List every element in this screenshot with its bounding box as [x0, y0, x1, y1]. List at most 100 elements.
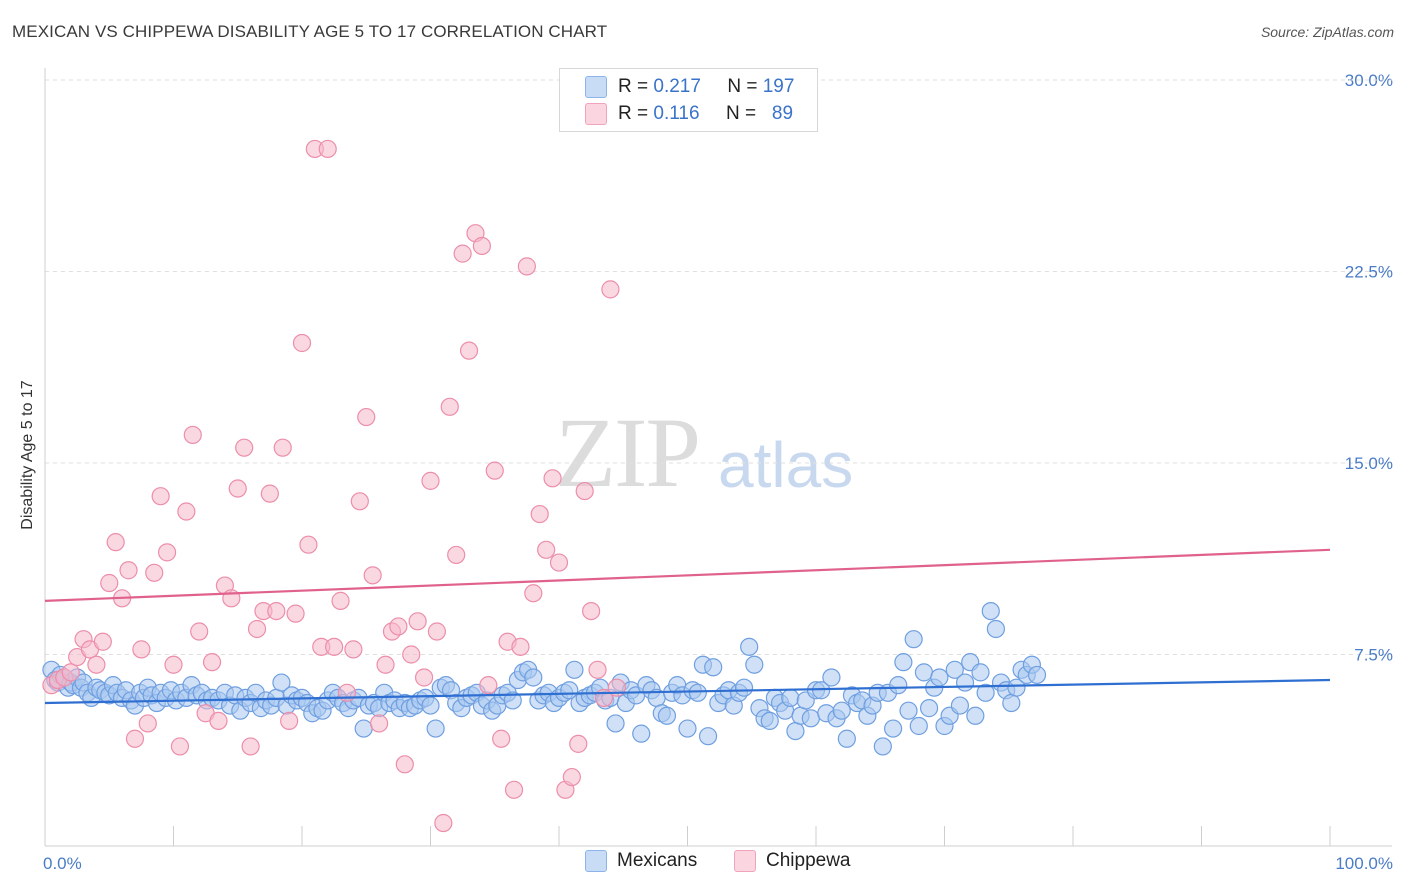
chart-title: MEXICAN VS CHIPPEWA DISABILITY AGE 5 TO … — [12, 22, 608, 41]
x-tick-label: 100.0% — [1335, 854, 1393, 873]
chippewa-point — [363, 566, 382, 585]
chippewa-point — [414, 668, 434, 687]
mexicans-point — [801, 709, 820, 728]
chippewa-point — [395, 755, 414, 774]
legend-swatch-chippewa — [585, 103, 607, 125]
legend-item-mexicans[interactable]: Mexicans — [585, 850, 697, 872]
legend-r-value: 0.217 — [653, 76, 701, 97]
chippewa-point — [125, 729, 145, 748]
chippewa-point — [492, 729, 511, 748]
mexicans-point — [632, 724, 651, 743]
chippewa-point — [273, 438, 292, 457]
chippewa-point — [537, 540, 556, 559]
y-tick-label: 7.5% — [1354, 646, 1393, 665]
chippewa-point — [202, 653, 222, 672]
chippewa-point — [267, 601, 286, 621]
y-tick-label: 22.5% — [1345, 263, 1393, 282]
mexicans-point — [503, 691, 522, 710]
chippewa-point — [511, 637, 530, 656]
chippewa-point — [421, 471, 440, 490]
chippewa-point — [190, 622, 209, 641]
mexicans-point — [889, 676, 908, 695]
mexicans-point — [786, 721, 805, 741]
legend-n-value: 197 — [762, 76, 795, 97]
mexicans-point — [955, 673, 975, 692]
chippewa-point — [504, 780, 524, 799]
mexicans-point — [966, 706, 985, 725]
chippewa-point — [472, 236, 491, 256]
legend-box: R = 0.217 N = 197 R = 0.116 N = 89 — [559, 68, 818, 132]
chippewa-point — [582, 601, 601, 621]
mexicans-point — [914, 663, 934, 682]
mexicans-point — [822, 668, 841, 687]
chippewa-point — [138, 714, 157, 733]
mexicans-point — [426, 719, 445, 738]
chippewa-point — [132, 640, 151, 659]
chippewa-point — [517, 257, 536, 276]
chippewa-point — [447, 545, 466, 565]
chippewa-point — [459, 341, 479, 360]
chippewa-point — [543, 469, 562, 488]
chippewa-point — [549, 553, 569, 572]
mexicans-point — [950, 696, 970, 715]
chippewa-point — [575, 481, 594, 501]
chippewa-trend-line — [44, 548, 1331, 602]
chippewa-point — [183, 425, 202, 445]
mexicans-point — [745, 655, 764, 674]
mexicans-point — [740, 637, 759, 656]
mexicans-point — [981, 601, 1000, 621]
mexicans-point — [832, 701, 851, 720]
mexicans-point — [976, 683, 995, 702]
legend-n-value: 89 — [771, 103, 794, 124]
mexicans-point — [837, 729, 856, 748]
mexicans-point — [272, 673, 291, 692]
chippewa-point — [440, 397, 459, 416]
source-label[interactable]: Source: ZipAtlas.com — [1260, 24, 1394, 40]
chippewa-point — [331, 591, 350, 610]
legend-r-label: R = — [618, 76, 649, 97]
chippewa-point — [357, 407, 376, 427]
chippewa-point — [247, 619, 267, 639]
chippewa-point — [241, 737, 260, 756]
series-legend: Mexicans Chippewa — [0, 850, 1406, 878]
chippewa-point — [376, 655, 395, 674]
mexicans-point — [698, 727, 718, 746]
chippewa-point — [93, 632, 112, 651]
mexicans-point — [354, 719, 373, 738]
watermark-atlas: atlas — [718, 429, 854, 501]
mexicans-point — [930, 668, 949, 687]
chippewa-point — [100, 573, 119, 593]
mexicans-point — [1027, 665, 1047, 685]
chippewa-point — [402, 645, 421, 664]
legend-swatch-mexicans — [585, 850, 607, 872]
chippewa-point — [370, 714, 389, 733]
chippewa-point — [280, 711, 299, 730]
mexicans-point — [421, 696, 440, 715]
mexicans-point — [1002, 693, 1021, 713]
legend-swatch-mexicans — [585, 76, 607, 98]
legend-item-chippewa[interactable]: Chippewa — [734, 850, 851, 872]
chippewa-point — [350, 492, 369, 511]
chippewa-point — [157, 543, 177, 562]
mexicans-point — [873, 737, 892, 756]
mexicans-point — [760, 711, 779, 730]
mexicans-point — [704, 658, 723, 677]
chippewa-point — [427, 622, 447, 641]
mexicans-point — [524, 668, 543, 687]
mexicans-point — [883, 719, 903, 738]
chippewa-point — [286, 604, 305, 623]
chippewa-point — [299, 535, 318, 554]
mexicans-point — [1007, 678, 1026, 697]
chippewa-point — [164, 655, 183, 674]
y-tick-label: 15.0% — [1345, 454, 1393, 473]
chippewa-point — [87, 655, 106, 674]
chippewa-point — [562, 767, 581, 787]
legend-n-label: N = — [727, 76, 758, 97]
mexicans-point — [909, 716, 928, 736]
chippewa-point — [434, 813, 453, 833]
chippewa-point — [318, 139, 337, 159]
legend-r-value: 0.116 — [653, 103, 700, 124]
mexicans-point — [894, 653, 913, 672]
chippewa-point — [530, 504, 549, 524]
